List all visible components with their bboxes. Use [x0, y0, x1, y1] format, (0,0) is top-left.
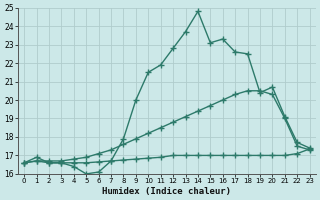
X-axis label: Humidex (Indice chaleur): Humidex (Indice chaleur)	[102, 187, 231, 196]
